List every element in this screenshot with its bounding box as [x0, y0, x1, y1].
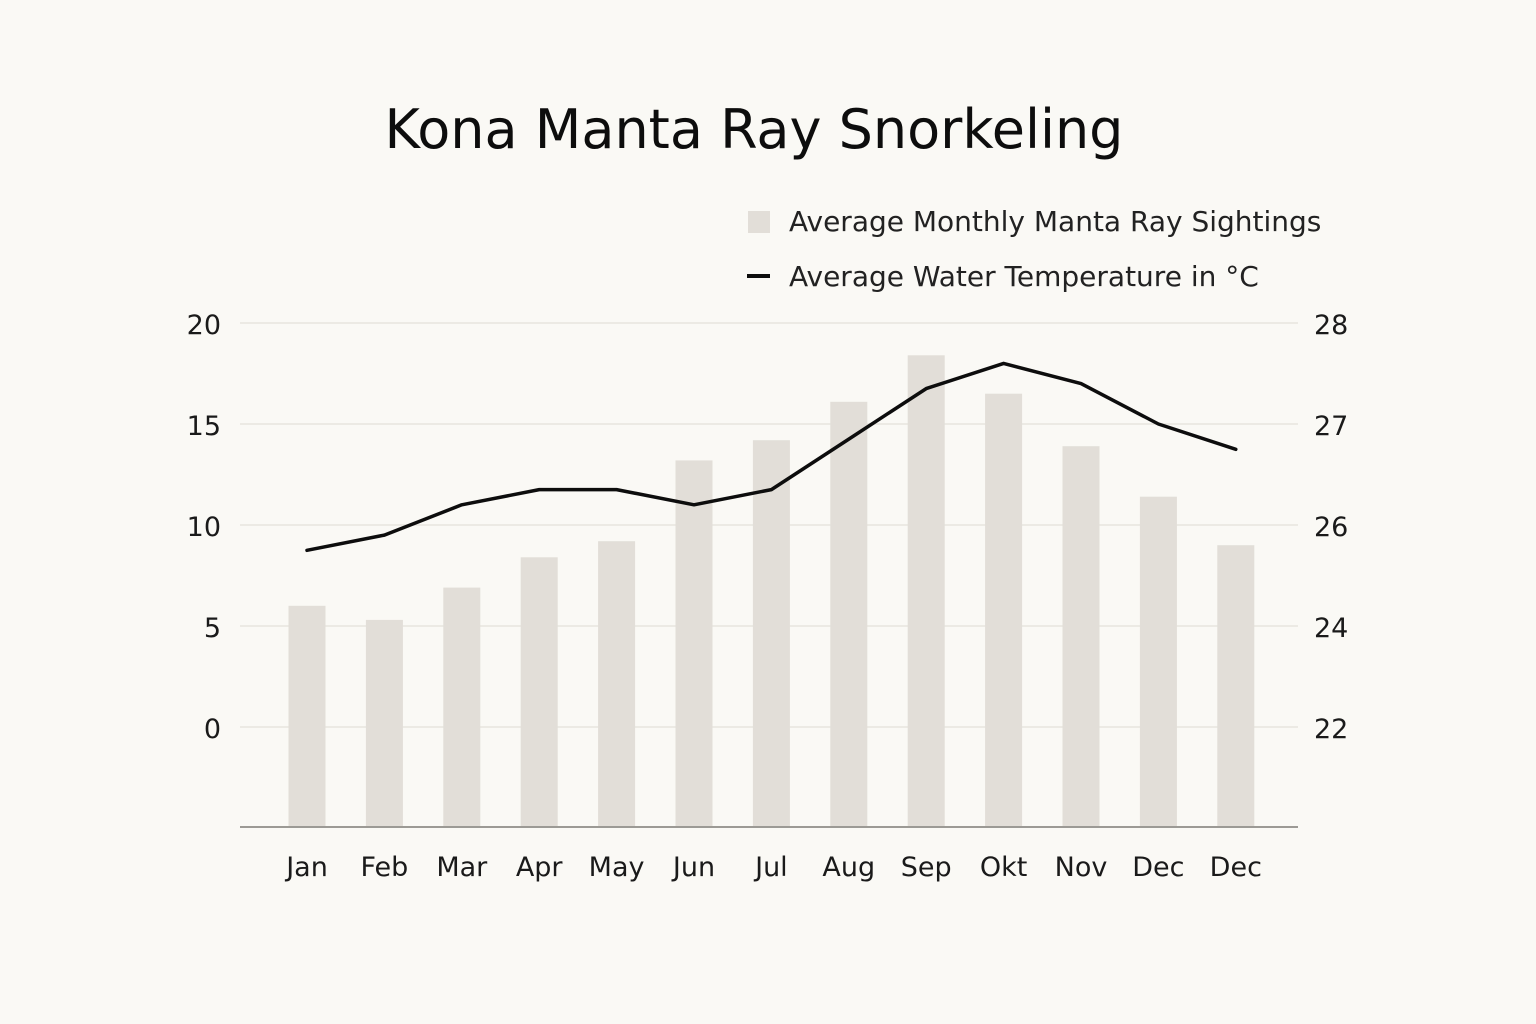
bar-mar — [443, 587, 481, 827]
left-y-axis: 20 15 10 5 0 — [187, 310, 221, 745]
right-y-axis: 28 27 26 24 22 — [1314, 310, 1348, 745]
bar-nov — [1062, 446, 1100, 827]
legend: Average Monthly Manta Ray Sightings Aver… — [747, 205, 1321, 293]
x-tick-label: Nov — [1055, 852, 1108, 883]
right-tick-label: 26 — [1314, 512, 1348, 543]
bar-sep — [907, 355, 945, 827]
bar-apr — [520, 557, 558, 827]
x-tick-label: Jun — [671, 852, 715, 883]
left-tick-label: 10 — [187, 512, 221, 543]
bar-series — [288, 355, 1255, 827]
chart-title: Kona Manta Ray Snorkeling — [385, 98, 1124, 161]
x-tick-label: Aug — [822, 852, 875, 883]
left-tick-label: 0 — [204, 714, 221, 745]
x-tick-label: Dec — [1132, 852, 1184, 883]
x-tick-label: Okt — [980, 852, 1027, 883]
bar-may — [598, 541, 636, 827]
x-tick-label: Dec — [1210, 852, 1262, 883]
right-tick-label: 27 — [1314, 411, 1348, 442]
x-tick-label: Jul — [753, 852, 788, 883]
legend-label-sightings: Average Monthly Manta Ray Sightings — [789, 205, 1321, 238]
bar-dec — [1217, 545, 1255, 827]
bar-feb — [365, 619, 403, 827]
x-tick-label: May — [589, 852, 645, 883]
bar-dec — [1139, 496, 1177, 827]
x-tick-label: Jan — [284, 852, 328, 883]
right-tick-label: 24 — [1314, 613, 1348, 644]
right-tick-label: 28 — [1314, 310, 1348, 341]
left-tick-label: 20 — [187, 310, 221, 341]
left-tick-label: 15 — [187, 411, 221, 442]
x-tick-label: Sep — [901, 852, 952, 883]
right-tick-label: 22 — [1314, 714, 1348, 745]
bar-okt — [985, 393, 1023, 827]
bar-jul — [752, 440, 790, 827]
bar-jan — [288, 605, 326, 827]
legend-label-temperature: Average Water Temperature in °C — [789, 260, 1259, 293]
x-axis: Jan Feb Mar Apr May Jun Jul Aug Sep Okt Nov Dec Dec — [284, 852, 1262, 883]
bar-aug — [830, 401, 868, 827]
left-tick-label: 5 — [204, 613, 221, 644]
x-tick-label: Mar — [436, 852, 488, 883]
bar-jun — [675, 460, 713, 827]
x-tick-label: Apr — [516, 852, 564, 883]
legend-swatch-sightings — [748, 211, 770, 233]
x-tick-label: Feb — [360, 852, 408, 883]
temperature-line — [305, 361, 1238, 553]
